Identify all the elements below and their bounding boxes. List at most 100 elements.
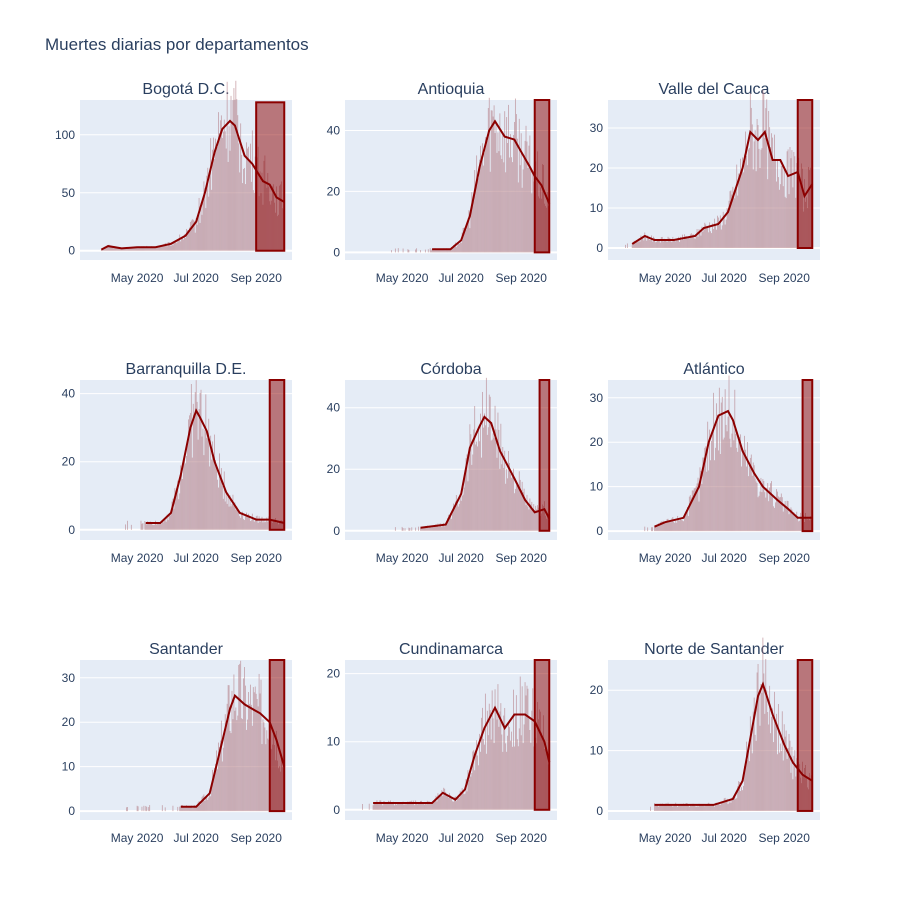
daily-bar [736, 798, 738, 811]
daily-bar [179, 806, 181, 812]
daily-bar [239, 172, 241, 251]
daily-bar [121, 248, 123, 251]
daily-bar [658, 525, 660, 532]
daily-bar [724, 389, 726, 532]
daily-bar [758, 495, 760, 532]
daily-bar [442, 523, 444, 531]
daily-bar [482, 707, 483, 810]
daily-bar [777, 496, 779, 532]
daily-bar [440, 794, 442, 810]
daily-bar [247, 148, 248, 251]
daily-bar [780, 493, 782, 532]
daily-bar [444, 526, 446, 531]
daily-bar [166, 246, 168, 251]
daily-bar [503, 467, 505, 531]
daily-bar [227, 493, 229, 530]
daily-bar [632, 243, 634, 248]
panel: Santander 0 10 20 30 May 2020 Jul 2020 Sep 2020 [62, 641, 292, 845]
daily-bar [125, 524, 126, 530]
daily-bar [167, 520, 169, 530]
daily-bar [751, 124, 753, 248]
daily-bar [387, 803, 388, 810]
daily-bar [775, 721, 776, 811]
daily-bar [240, 123, 242, 251]
daily-bar [483, 427, 484, 531]
daily-bar [750, 454, 752, 532]
daily-bar [452, 247, 453, 253]
daily-bar [703, 457, 705, 532]
daily-bar [514, 488, 516, 531]
daily-bar [763, 673, 765, 811]
daily-bar [214, 434, 215, 530]
daily-bar [731, 797, 733, 811]
daily-bar [137, 806, 139, 812]
daily-bar [739, 782, 741, 811]
daily-bar [441, 527, 443, 531]
daily-bar [522, 492, 524, 531]
daily-bar [251, 513, 253, 530]
daily-bar [439, 523, 441, 531]
daily-bar [707, 226, 709, 248]
daily-bar [262, 719, 264, 812]
daily-bar [777, 754, 778, 811]
daily-bar [724, 224, 726, 248]
daily-bar [524, 140, 526, 253]
daily-bar [532, 510, 534, 531]
daily-bar [128, 248, 130, 251]
daily-bar [225, 492, 227, 530]
daily-bar [510, 134, 511, 253]
daily-bar [712, 430, 713, 532]
daily-bar [750, 734, 752, 811]
daily-bar [474, 170, 476, 253]
daily-bar [446, 794, 448, 810]
daily-bar [226, 703, 228, 812]
daily-bar [392, 801, 393, 810]
y-tick-label: 10 [590, 201, 604, 215]
daily-bar [504, 707, 506, 810]
daily-bar [182, 236, 183, 251]
daily-bar [223, 119, 225, 251]
daily-bar [368, 803, 370, 810]
daily-bar [695, 234, 697, 248]
daily-bar [499, 711, 501, 810]
daily-bar [668, 805, 670, 811]
daily-bar [514, 121, 515, 253]
daily-bar [696, 483, 698, 532]
daily-bar [792, 187, 794, 248]
panel-title: Santander [149, 641, 224, 658]
daily-bar [486, 434, 488, 531]
daily-bar [496, 457, 498, 531]
daily-bar [476, 441, 478, 531]
daily-bar [482, 391, 483, 531]
daily-bar [434, 525, 436, 531]
daily-bar [526, 141, 528, 253]
daily-bar [149, 521, 151, 530]
daily-bar [126, 807, 127, 812]
daily-bar [457, 795, 459, 810]
daily-bar [703, 805, 705, 811]
daily-bar [772, 496, 773, 532]
daily-bar [183, 806, 184, 812]
daily-bar [461, 232, 463, 253]
daily-bar [427, 801, 429, 810]
daily-bar [449, 514, 450, 531]
daily-bar [692, 803, 694, 811]
daily-bar [699, 231, 701, 248]
daily-bar [796, 511, 798, 532]
daily-bar [681, 804, 682, 811]
daily-bar [777, 704, 779, 811]
daily-bar [198, 801, 200, 812]
daily-bar [717, 803, 718, 811]
daily-bar [673, 804, 675, 811]
daily-bar [242, 719, 244, 812]
daily-bar [208, 196, 210, 251]
daily-bar [746, 466, 747, 532]
daily-bar [386, 804, 388, 810]
daily-bar [467, 481, 469, 531]
daily-bar [127, 247, 128, 251]
daily-bar [149, 247, 151, 251]
daily-bar [473, 200, 475, 253]
daily-bar [242, 511, 244, 530]
daily-bar [675, 241, 677, 248]
